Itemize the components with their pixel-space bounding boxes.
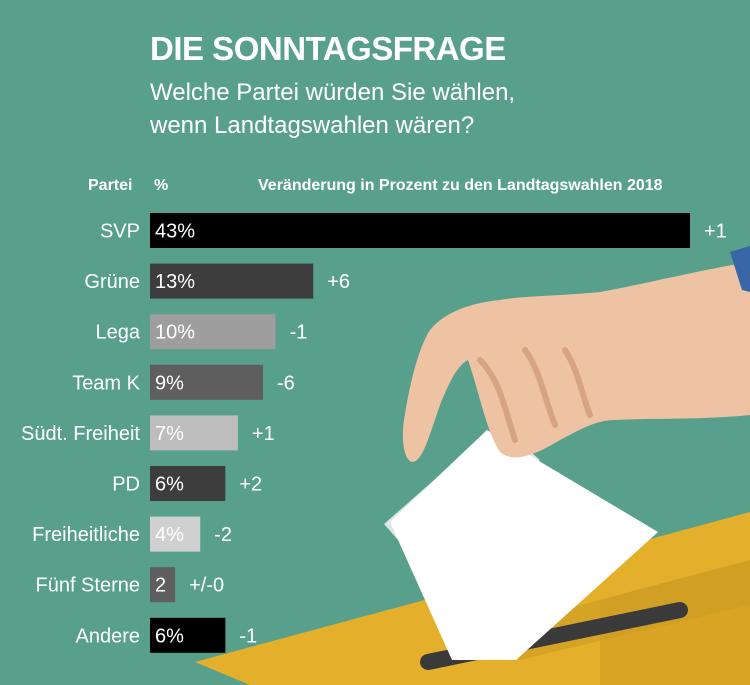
column-header-percent: % [154,177,169,194]
sleeve [730,246,750,292]
category-label-3: Team K [72,372,140,394]
hand-finger-lines [477,347,593,443]
bar-0 [150,213,690,248]
change-label-3: -6 [277,372,295,394]
column-header-change: Veränderung in Prozent zu den Landtagswa… [258,177,663,194]
value-label-6: 4% [155,524,184,546]
value-label-2: 10% [155,322,195,344]
bar-3 [150,364,264,400]
category-label-1: Grüne [84,271,140,293]
hand-palm [402,262,750,462]
change-label-1: +6 [327,271,350,293]
value-label-3: 9% [155,372,184,394]
bar-8 [150,617,226,653]
change-label-5: +2 [239,474,262,496]
page-subtitle: Welche Partei würden Sie wählen, wenn La… [150,79,516,139]
category-label-2: Lega [96,322,141,344]
value-label-5: 6% [155,474,184,496]
category-label-0: SVP [100,221,140,243]
bar-5 [150,466,226,501]
change-label-8: -1 [239,625,257,647]
page-title: DIE SONNTAGSFRAGE [150,30,506,67]
change-label-7: +/-0 [189,575,224,597]
change-label-6: -2 [214,524,232,546]
category-label-4: Südt. Freiheit [21,423,140,445]
value-label-0: 43% [155,221,195,243]
value-label-1: 13% [155,271,195,293]
category-label-5: PD [112,474,140,496]
column-header-party: Partei [88,177,133,194]
change-label-0: +1 [704,221,727,243]
value-label-4: 7% [155,423,184,445]
change-label-2: -1 [290,322,308,344]
bar-6 [150,516,201,552]
bar-4 [150,415,238,451]
value-label-8: 6% [155,625,184,647]
category-label-7: Fünf Sterne [35,575,140,597]
bar-2 [150,314,276,350]
value-label-7: 2 [155,575,166,597]
category-label-8: Andere [76,625,141,647]
bar-7 [150,567,176,603]
category-label-6: Freiheitliche [32,524,140,546]
change-label-4: +1 [252,423,275,445]
ballot-paper [390,430,658,660]
bar-1 [150,263,314,299]
